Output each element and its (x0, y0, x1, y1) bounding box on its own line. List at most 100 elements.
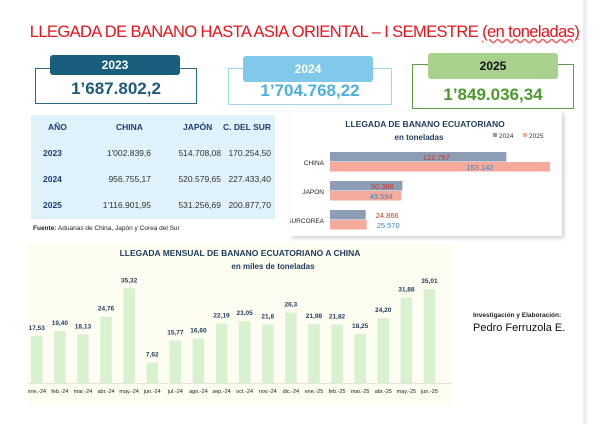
arrivals-table: AÑO CHINA JAPÓN C. DEL SUR 2023 1'002.839,6 51… (31, 115, 275, 219)
bar-ago.-24 (192, 338, 205, 383)
chart-title: LLEGADA DE BANANO ECUATORIANO (345, 119, 505, 129)
data-label: 15,77 (167, 330, 184, 337)
data-label: 17,53 (29, 325, 46, 332)
table-cell: 200.877,70 (228, 200, 271, 210)
bar-abr.-24 (100, 316, 112, 383)
data-label: 18,25 (352, 323, 369, 330)
bar-may.-24 (123, 288, 135, 383)
x-tick-label: abr.-24 (97, 389, 114, 395)
table-cell: 514.708,08 (178, 148, 221, 158)
table-cell: 227.433,40 (228, 174, 271, 184)
card-value: 1’849.036,34 (443, 85, 543, 104)
data-label: 16,60 (190, 328, 207, 335)
data-label: 21,8 (261, 314, 274, 321)
data-label: 19,40 (52, 320, 69, 327)
bar-oct.-24 (238, 321, 251, 383)
monthly-bar-chart: LLEGADA MENSUAL DE BANANO ECUATORIANO A … (28, 244, 452, 406)
table-cell: 956.755,17 (108, 174, 151, 184)
data-label: 24.866 (376, 211, 399, 220)
page-title: LLEGADA DE BANANO HASTA ASIA ORIENTAL – … (0, 23, 609, 42)
title-main: LLEGADA DE BANANO HASTA ASIA ORIENTAL – … (29, 23, 479, 41)
data-label: 7,62 (146, 352, 159, 359)
data-label: 25.570 (377, 221, 400, 230)
x-tick-label: sep.-24 (212, 389, 230, 395)
bar-2025-china (330, 162, 550, 172)
x-tick-label: oct.-24 (236, 389, 253, 395)
x-tick-label: mar.-24 (74, 389, 93, 395)
x-tick-label: ago.-24 (189, 389, 208, 395)
data-label: 24,76 (98, 306, 115, 313)
data-label: 21,98 (306, 313, 323, 320)
source-text: Aduanas de China, Japón y Corea del Sur (56, 225, 180, 232)
table-cell: 2023 (43, 148, 62, 158)
legend-swatch (493, 133, 497, 137)
bar-ene.-24 (31, 336, 43, 383)
category-label: CHINA (304, 160, 325, 167)
x-tick-label: feb.-25 (328, 389, 345, 395)
credit-name: Pedro Ferruzola E. (473, 322, 566, 334)
divider (583, 0, 587, 424)
card-year-tab: 2023 (50, 55, 180, 75)
bar-jun.-24 (146, 362, 158, 383)
data-label: 18,13 (75, 323, 92, 330)
card-year-tab: 2025 (428, 53, 558, 79)
table-header-cell: C. DEL SUR (223, 122, 272, 132)
x-tick-label: nov.-24 (259, 389, 277, 395)
x-tick-label: ene.-24 (28, 389, 46, 395)
table-header-cell: CHINA (116, 122, 143, 132)
data-label: 122.757 (423, 153, 450, 162)
table-cell: 2024 (43, 174, 62, 184)
x-tick-label: jul.-24 (167, 389, 183, 395)
data-label: 35,32 (121, 277, 138, 284)
bar-may.-25 (400, 297, 413, 383)
x-tick-label: jun.-25 (420, 389, 438, 395)
chart-subtitle: en miles de toneladas (231, 262, 315, 271)
table-cell: 1'002.839,6 (106, 148, 151, 158)
data-label: 26,3 (285, 302, 298, 309)
legend-swatch (523, 133, 527, 137)
data-label: 31,88 (398, 287, 415, 294)
bar-sep.-24 (215, 323, 228, 383)
bar-abr.-25 (377, 318, 389, 383)
x-tick-label: jun.-24 (143, 389, 161, 395)
category-label: SURCOREA (290, 218, 325, 225)
table-header-cell: JAPÓN (183, 122, 213, 132)
x-tick-label: dic.-24 (283, 389, 300, 395)
bar-2025-japon (330, 191, 402, 201)
data-label: 24,20 (375, 307, 392, 314)
x-tick-label: mar.-25 (351, 389, 370, 395)
x-tick-label: abr.-25 (375, 389, 392, 395)
x-tick-label: may.-24 (119, 389, 138, 395)
legend-label: 2025 (529, 133, 544, 140)
bar-feb.-25 (331, 324, 343, 383)
x-tick-label: feb.-24 (51, 389, 68, 395)
table-cell: 520.579,65 (178, 174, 221, 184)
data-label: 50.388 (371, 182, 394, 191)
table-cell: 170.254,50 (228, 148, 271, 158)
x-tick-label: ene.-25 (305, 389, 324, 395)
bar-mar.-24 (77, 334, 89, 383)
chart-title: LLEGADA MENSUAL DE BANANO ECUATORIANO A … (120, 248, 361, 258)
legend-label: 2024 (499, 133, 514, 140)
table-header-cell: AÑO (48, 122, 67, 132)
bar-2024-china (330, 152, 507, 162)
data-label: 49.594 (370, 192, 393, 201)
credit-label: Investigación y Elaboración: (473, 312, 562, 319)
data-label: 21,82 (329, 314, 346, 321)
card-year-tab: 2024 (243, 56, 373, 82)
table-cell: 2025 (43, 200, 62, 210)
bar-ene.-25 (308, 324, 320, 383)
bar-nov.-24 (262, 324, 274, 383)
bar-feb.-24 (54, 331, 66, 383)
country-bar-chart: LLEGADA DE BANANO ECUATORIANO en tonelada… (290, 112, 562, 236)
category-label: JAPON (302, 189, 324, 196)
source-label: Fuente: (33, 225, 57, 232)
data-label: 153.142 (466, 163, 493, 172)
bar-2025-surcorea (330, 220, 367, 230)
bar-2024-surcorea (330, 210, 366, 220)
title-unit: (en toneladas) (482, 23, 580, 41)
bar-mar.-25 (354, 334, 366, 383)
source-note: Fuente: Aduanas de China, Japón y Corea … (33, 225, 180, 232)
data-label: 35,01 (421, 278, 438, 285)
